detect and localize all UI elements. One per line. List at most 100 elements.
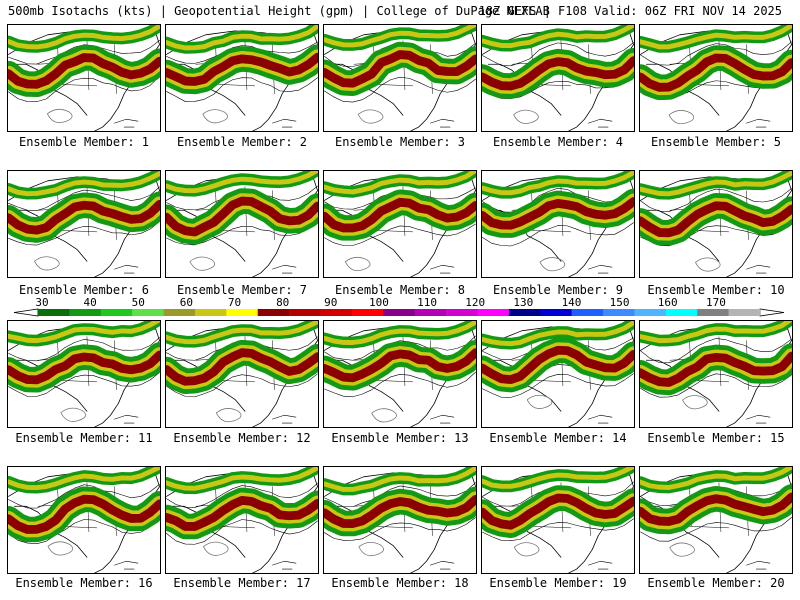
colorbar-tick-label: 90 xyxy=(324,296,337,309)
gray-contour xyxy=(46,108,73,124)
caribbean-outline xyxy=(430,560,455,570)
isotach-strong-core xyxy=(640,492,792,526)
colorbar-tick-label: 50 xyxy=(132,296,145,309)
member-label: Ensemble Member: 14 xyxy=(489,431,627,445)
isotach-north-core xyxy=(324,171,476,195)
isotach-strong-core xyxy=(324,197,476,233)
caribbean-outline xyxy=(114,414,139,424)
isotach-north-core xyxy=(8,171,160,197)
height-contour xyxy=(482,222,634,247)
colorbar-tick-label: 40 xyxy=(83,296,96,309)
isotach-north-core xyxy=(166,171,318,194)
member-label: Ensemble Member: 15 xyxy=(647,431,785,445)
ensemble-member-map-8 xyxy=(323,170,477,278)
height-contour xyxy=(166,77,318,102)
gray-contour xyxy=(539,257,566,272)
member-label: Ensemble Member: 13 xyxy=(331,431,469,445)
ensemble-member-map-14 xyxy=(481,320,635,428)
gray-contour xyxy=(203,541,229,556)
gray-contour xyxy=(682,395,708,410)
ensemble-member-map-6 xyxy=(7,170,161,278)
colorbar-tick-label: 30 xyxy=(35,296,48,309)
height-contour xyxy=(640,223,792,247)
isotach-north-core xyxy=(640,171,792,197)
colorbar-segment xyxy=(163,309,196,316)
height-contour xyxy=(324,482,476,508)
height-contour xyxy=(324,517,476,541)
isotach-north-core xyxy=(166,321,318,345)
gray-contour xyxy=(215,408,242,423)
isotach-strong-core xyxy=(324,348,476,383)
color-scale-bar: 30 40 50 60 70 80 90 100 110 120 130 140 150 160 170 xyxy=(13,296,785,317)
isotach-north-core xyxy=(8,25,160,50)
ensemble-member-map-4 xyxy=(481,24,635,132)
ensemble-member-map-1 xyxy=(7,24,161,132)
isotach-strong-core xyxy=(166,196,318,237)
ensemble-member-map-3 xyxy=(323,24,477,132)
ensemble-member-map-20 xyxy=(639,466,793,574)
isotach-strong-core xyxy=(482,197,634,230)
height-contour xyxy=(640,41,792,66)
member-label: Ensemble Member: 16 xyxy=(15,576,153,590)
caribbean-outline xyxy=(430,414,455,424)
height-contour xyxy=(8,337,160,362)
caribbean-outline xyxy=(746,414,771,424)
height-contour xyxy=(166,41,318,64)
height-contour xyxy=(482,518,634,542)
caribbean-outline xyxy=(272,560,297,570)
caribbean-outline xyxy=(114,118,139,128)
map-title: 500mb Isotachs (kts) | Geopotential Heig… xyxy=(8,4,550,18)
caribbean-outline xyxy=(746,560,771,570)
colorbar-segment xyxy=(414,309,447,316)
member-label: Ensemble Member: 4 xyxy=(492,135,624,149)
caribbean-outline xyxy=(588,414,613,424)
colorbar-segment xyxy=(571,309,604,316)
isotach-strong-core xyxy=(324,494,476,528)
gray-contour xyxy=(34,256,60,271)
colorbar-tick-label: 60 xyxy=(180,296,193,309)
ensemble-member-map-5 xyxy=(639,24,793,132)
isotach-north-core xyxy=(640,25,792,50)
isotach-north-core xyxy=(166,25,318,51)
ensemble-member-map-10 xyxy=(639,170,793,278)
colorbar-segment xyxy=(38,309,70,316)
isotach-strong-core xyxy=(482,493,634,530)
height-contour xyxy=(640,373,792,398)
isotach-strong-core xyxy=(166,52,318,86)
colorbar-segment xyxy=(383,309,415,316)
height-contour xyxy=(324,371,476,398)
height-contour xyxy=(8,186,160,211)
colorbar-tick-label: 140 xyxy=(562,296,582,309)
member-label: Ensemble Member: 7 xyxy=(176,283,308,297)
isotach-strong-core xyxy=(8,53,160,89)
height-contour xyxy=(166,373,318,398)
isotach-strong-core xyxy=(166,495,318,531)
caribbean-outline xyxy=(746,264,771,274)
ensemble-member-map-7 xyxy=(165,170,319,278)
isotach-strong-core xyxy=(8,199,160,235)
gray-contour xyxy=(344,256,371,272)
height-contour xyxy=(640,188,792,212)
isotach-north-core xyxy=(324,25,476,48)
height-contour xyxy=(324,223,476,246)
colorbar-tick-label: 120 xyxy=(465,296,485,309)
gray-contour xyxy=(371,408,397,423)
colorbar-tick-label: 160 xyxy=(658,296,678,309)
height-contour xyxy=(166,519,318,545)
isotach-north-core xyxy=(482,467,634,489)
ensemble-member-map-13 xyxy=(323,320,477,428)
caribbean-outline xyxy=(588,118,613,128)
height-contour xyxy=(8,372,160,397)
height-contour xyxy=(324,76,476,103)
caribbean-outline xyxy=(746,118,771,128)
isotach-strong-core xyxy=(482,56,634,91)
height-contour xyxy=(324,335,476,361)
colorbar-tick-label: 100 xyxy=(369,296,389,309)
colorbar-segment xyxy=(194,309,227,316)
colorbar-tick-label: 70 xyxy=(228,296,241,309)
member-label: Ensemble Member: 9 xyxy=(492,283,624,297)
gray-contour xyxy=(47,541,74,556)
member-label: Ensemble Member: 20 xyxy=(647,576,785,590)
colorbar-segment xyxy=(226,309,259,316)
colorbar-right-arrow xyxy=(759,308,785,317)
